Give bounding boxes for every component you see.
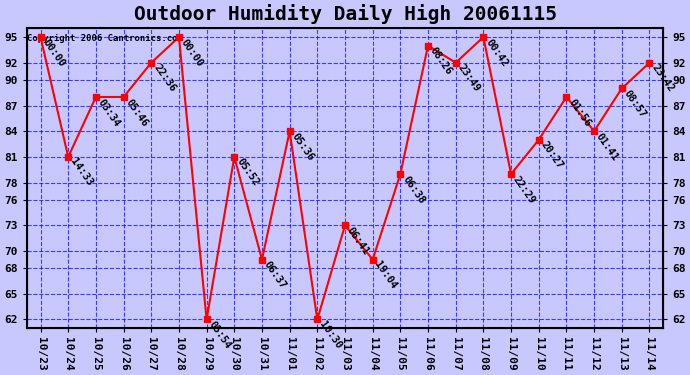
Text: 08:57: 08:57 (622, 88, 648, 120)
Text: 03:34: 03:34 (96, 97, 122, 128)
Text: 01:41: 01:41 (594, 131, 620, 162)
Text: 20:27: 20:27 (539, 140, 565, 171)
Text: 10:30: 10:30 (317, 320, 344, 351)
Text: 00:00: 00:00 (179, 37, 205, 68)
Text: 01:56: 01:56 (566, 97, 593, 128)
Text: Copyright 2006 Cantronics.com: Copyright 2006 Cantronics.com (28, 34, 184, 44)
Text: 05:46: 05:46 (124, 97, 150, 128)
Text: 14:33: 14:33 (68, 157, 95, 188)
Text: 06:38: 06:38 (400, 174, 426, 206)
Text: 05:52: 05:52 (235, 157, 260, 188)
Text: 05:36: 05:36 (290, 131, 316, 162)
Text: 06:41: 06:41 (345, 225, 371, 256)
Text: 08:26: 08:26 (428, 46, 454, 77)
Text: 22:36: 22:36 (151, 63, 177, 94)
Text: 23:49: 23:49 (455, 63, 482, 94)
Text: 06:37: 06:37 (262, 260, 288, 291)
Text: 23:42: 23:42 (649, 63, 676, 94)
Text: 00:00: 00:00 (41, 37, 67, 68)
Text: 22:29: 22:29 (511, 174, 538, 206)
Text: 00:42: 00:42 (484, 37, 509, 68)
Text: 19:04: 19:04 (373, 260, 399, 291)
Text: 05:54: 05:54 (206, 320, 233, 351)
Title: Outdoor Humidity Daily High 20061115: Outdoor Humidity Daily High 20061115 (133, 4, 557, 24)
